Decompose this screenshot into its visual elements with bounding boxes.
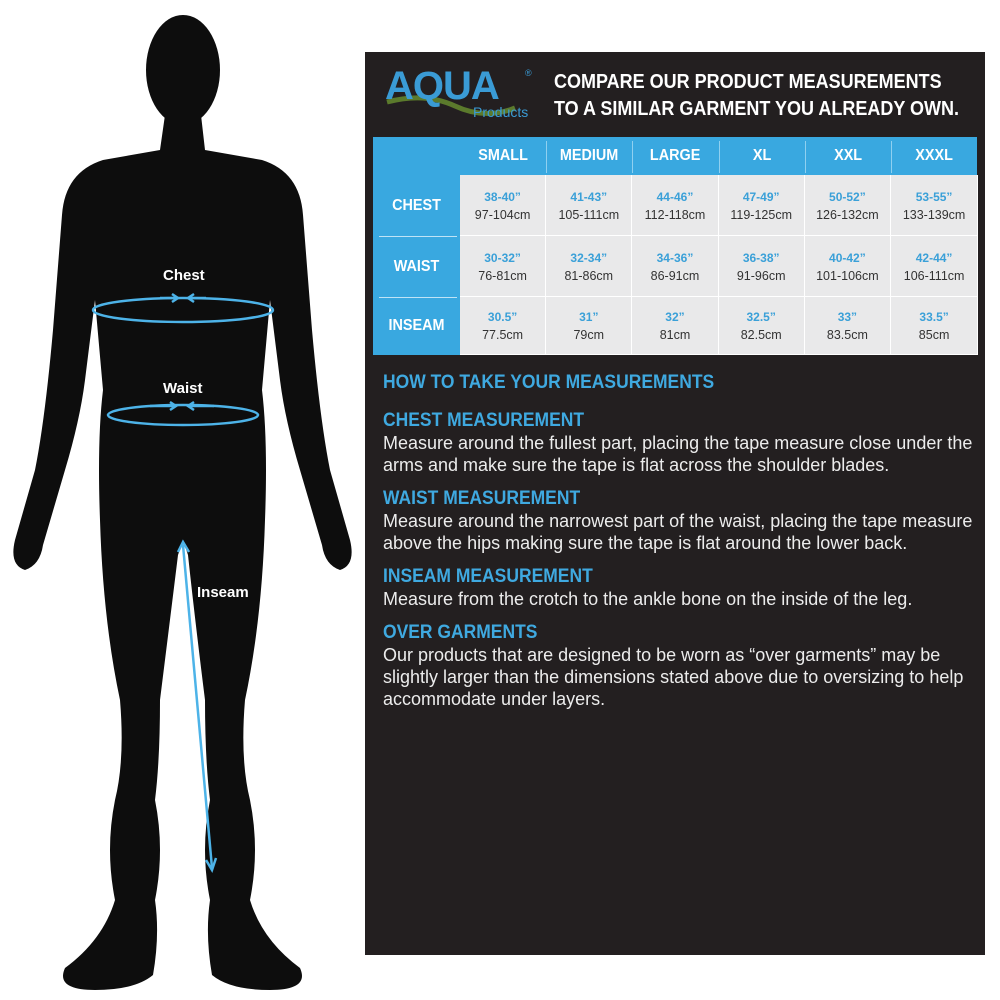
header-divider [804,141,806,173]
cm-value: 76-81cm [478,269,527,283]
inches-value: 33” [837,310,858,324]
inches-value: 32-34” [570,251,608,265]
row-label: INSEAM [388,317,445,334]
table-cell: 32.5” 82.5cm [718,297,805,355]
cm-value: 106-111cm [903,269,965,283]
row-label: WAIST [393,258,440,275]
table-cell: 42-44” 106-111cm [891,236,979,297]
size-header: XXL [833,147,862,164]
table-cell: 34-36” 86-91cm [632,236,719,297]
table-cell: 36-38” 91-96cm [718,236,805,297]
measure-lines [91,292,275,873]
inches-value: 40-42” [829,251,866,265]
table-cell: 50-52” 126-132cm [804,175,891,236]
inches-value: 30.5” [487,310,518,324]
body-silhouette [13,15,352,990]
table-cell: 31” 79cm [546,297,633,355]
table-cell: 33” 83.5cm [804,297,891,355]
cm-value: 86-91cm [650,269,700,283]
chest-label: Chest [163,267,205,284]
cm-value: 91-96cm [736,269,786,283]
section-heading: CHEST MEASUREMENT [383,410,585,431]
inches-value: 32.5” [746,310,776,324]
table-cell: 32-34” 81-86cm [546,236,633,297]
cm-value: 82.5cm [740,328,782,342]
inches-value: 44-46” [656,190,694,204]
row-divider [379,297,457,298]
cm-value: 105-111cm [558,208,620,222]
section-body: Measure from the crotch to the ankle bon… [383,589,913,609]
size-header: MEDIUM [560,147,619,164]
aqua-logo: AQUA ® Products [385,64,532,120]
size-header: LARGE [650,147,701,164]
cm-value: 97-104cm [474,208,531,222]
inches-value: 30-32” [484,251,521,265]
cm-value: 133-139cm [902,208,966,222]
inches-value: 53-55” [915,190,953,204]
guide-title: HOW TO TAKE YOUR MEASUREMENTS [383,372,715,393]
inches-value: 32” [665,310,685,324]
size-header: SMALL [478,147,528,164]
cm-value: 112-118cm [644,208,706,222]
size-header: XL [752,147,771,164]
table-cell: 33.5” 85cm [891,297,979,355]
size-header: XXXL [915,147,953,164]
cm-value: 119-125cm [730,208,792,222]
inseam-label: Inseam [197,584,249,601]
cm-value: 81cm [659,328,691,342]
table-cell: 41-43” 105-111cm [546,175,633,236]
measurement-guide: HOW TO TAKE YOUR MEASUREMENTS CHEST MEAS… [383,372,973,722]
table-cell: 32” 81cm [632,297,719,355]
inches-value: 41-43” [570,190,608,204]
header-divider [546,141,548,173]
header-divider [632,141,634,173]
inches-value: 42-44” [915,251,953,265]
table-cell: 38-40” 97-104cm [460,175,547,236]
waist-label: Waist [163,380,203,397]
section-heading: INSEAM MEASUREMENT [383,566,593,587]
chest-tape [91,296,275,324]
cm-value: 83.5cm [826,328,868,342]
section-body: Measure around the fullest part, placing… [383,433,973,475]
table-cell: 44-46” 112-118cm [632,175,719,236]
header-divider [891,141,892,173]
table-cell: 30.5” 77.5cm [460,297,547,355]
size-chart-panel: AQUA ® Products COMPARE OUR PRODUCT MEAS… [365,52,985,955]
table-cell: 30-32” 76-81cm [460,236,547,297]
table-cell: 53-55” 133-139cm [891,175,979,236]
inches-value: 47-49” [742,190,780,204]
inches-value: 34-36” [656,251,694,265]
section-body: Our products that are designed to be wor… [383,645,964,709]
header-divider [718,141,720,173]
row-divider [379,236,457,237]
cm-value: 79cm [573,328,605,342]
cm-value: 81-86cm [564,269,614,283]
cm-value: 77.5cm [482,328,524,342]
size-table: SMALL MEDIUM LARGE XL XXL XXXL CHEST 38-40” 97-1… [373,137,979,355]
headline: COMPARE OUR PRODUCT MEASUREMENTS TO A SI… [554,71,960,120]
cm-value: 85cm [918,328,950,342]
table-cell: 40-42” 101-106cm [804,236,891,297]
section-heading: OVER GARMENTS [383,622,538,643]
cm-value: 126-132cm [816,208,879,222]
inches-value: 33.5” [919,310,949,324]
inches-value: 36-38” [742,251,780,265]
inches-value: 38-40” [484,190,521,204]
row-label: CHEST [392,197,441,214]
waist-tape [106,403,260,427]
table-cell: 47-49” 119-125cm [718,175,805,236]
cm-value: 101-106cm [816,269,879,283]
inches-value: 31” [579,310,599,324]
section-heading: WAIST MEASUREMENT [383,488,581,509]
inches-value: 50-52” [829,190,866,204]
section-body: Measure around the narrowest part of the… [383,511,973,553]
